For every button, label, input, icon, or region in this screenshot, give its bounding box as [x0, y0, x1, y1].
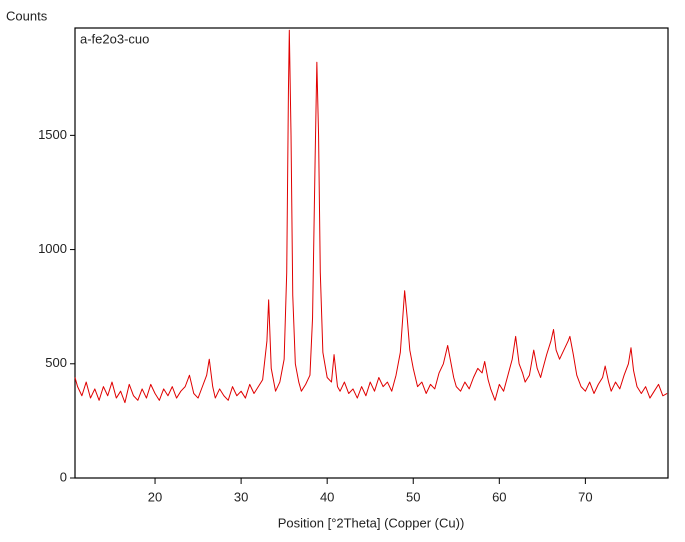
x-tick-label: 20 [148, 489, 162, 504]
series-label: a-fe2o3-cuo [80, 31, 149, 46]
x-tick-label: 30 [234, 489, 248, 504]
y-tick-label: 1000 [38, 241, 67, 256]
y-tick-label: 500 [45, 355, 67, 370]
y-axis-label: Counts [6, 8, 48, 23]
x-tick-label: 40 [320, 489, 334, 504]
data-line [74, 29, 668, 404]
x-tick-label: 60 [492, 489, 506, 504]
x-tick-label: 70 [578, 489, 592, 504]
plot-frame [74, 27, 669, 479]
x-tick-label: 50 [406, 489, 420, 504]
y-tick-label: 1500 [38, 127, 67, 142]
y-tick-label: 0 [60, 469, 67, 484]
x-axis-label: Position [°2Theta] (Copper (Cu)) [278, 515, 465, 530]
